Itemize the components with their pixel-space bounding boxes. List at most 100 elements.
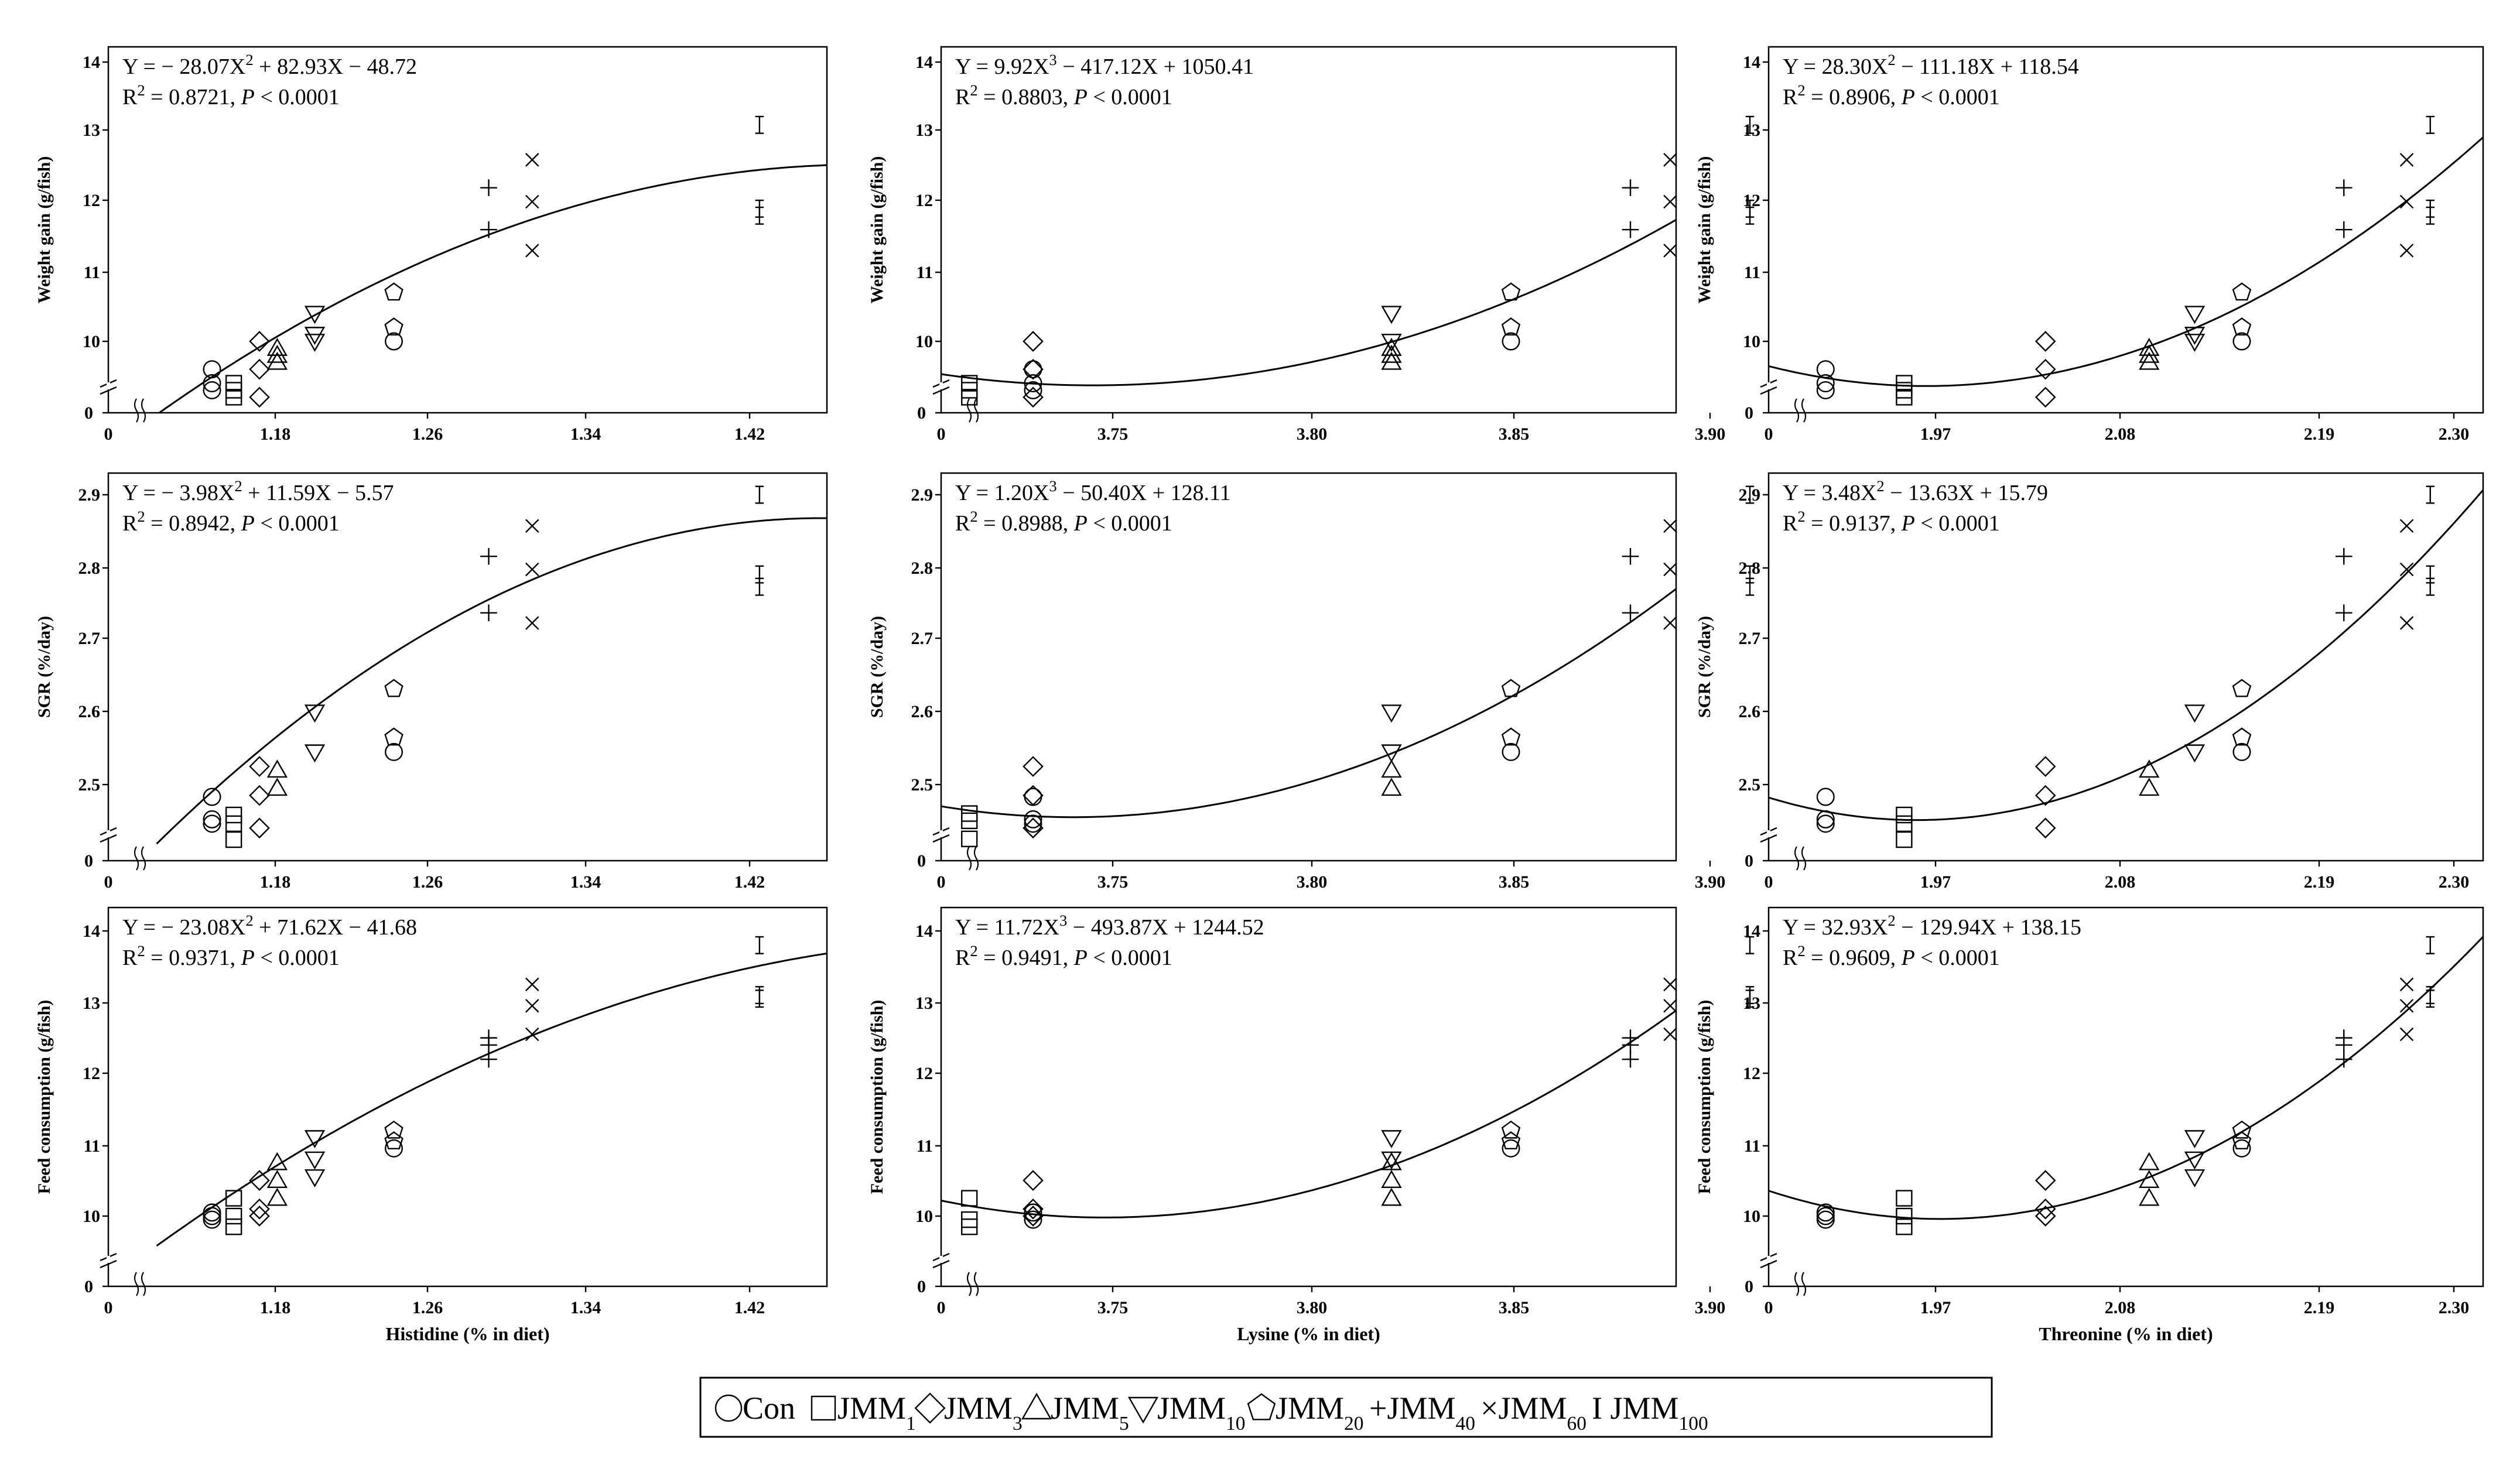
- data-point-con: [1024, 1210, 1042, 1229]
- fit-equation: Y = − 28.07X2 + 82.93X − 48.72: [122, 51, 417, 79]
- data-point-jmm40: [2335, 221, 2353, 238]
- y-tick-label: 11: [1744, 263, 1760, 282]
- data-point-jmm1-shape: [1896, 389, 1913, 406]
- data-point-con: [1816, 810, 1835, 828]
- data-point-jmm100: [2426, 577, 2435, 596]
- fit-r-squared: R2 = 0.8803, P < 0.0001: [955, 81, 1172, 109]
- data-point-con: [1024, 360, 1042, 379]
- x-tick-label: 2.19: [2304, 1298, 2335, 1317]
- y-zero-label: 0: [84, 1277, 93, 1296]
- data-point-jmm5-shape: [1381, 337, 1402, 356]
- data-point-jmm20: [2232, 317, 2252, 335]
- x-axis-break-a: [966, 398, 972, 423]
- data-point-jmm5: [1381, 759, 1402, 778]
- legend-item-jmm3: JMM3: [914, 1391, 1023, 1434]
- data-point-jmm5-shape: [2139, 778, 2160, 796]
- legend-symbol-jmm1-shape: [811, 1395, 836, 1421]
- legend-symbol-jmm5: [1021, 1392, 1052, 1420]
- fit-curve: [156, 517, 827, 845]
- data-point-jmm10-shape: [2184, 327, 2206, 345]
- data-point-jmm60-d2: [1663, 519, 1677, 533]
- data-point-con-shape: [203, 1207, 221, 1225]
- data-point-jmm20: [1501, 727, 1521, 746]
- x-zero-label: 0: [1765, 1298, 1773, 1317]
- data-point-jmm1-shape: [225, 806, 242, 824]
- data-point-con: [203, 374, 221, 393]
- x-axis-label: Histidine (% in diet): [385, 1323, 549, 1344]
- data-point-con: [1024, 810, 1042, 828]
- data-point-jmm1-shape: [960, 1218, 978, 1235]
- data-point-jmm20-shape: [2232, 1131, 2252, 1150]
- y-axis-break-gap: [1767, 830, 1770, 837]
- data-point-jmm20: [384, 1120, 404, 1139]
- y-axis-break-gap: [939, 830, 943, 837]
- x-zero-label: 0: [104, 1298, 113, 1317]
- data-point-jmm3: [2035, 756, 2056, 777]
- data-point-jmm60: [2399, 999, 2414, 1013]
- legend-label: JMM5: [1051, 1391, 1129, 1434]
- data-point-jmm5-shape: [1381, 1152, 1402, 1170]
- data-point-jmm10-shape: [1381, 1130, 1402, 1149]
- data-point-jmm1: [960, 830, 978, 848]
- data-point-con: [203, 360, 221, 379]
- data-point-jmm5: [2139, 1152, 2160, 1170]
- y-tick-label: 2.5: [911, 775, 934, 795]
- data-point-jmm20: [1501, 282, 1521, 301]
- data-point-jmm10: [1381, 744, 1402, 763]
- data-point-jmm20: [2232, 1131, 2252, 1150]
- legend-item-jmm60: ×JMM60: [1480, 1391, 1586, 1434]
- data-point-jmm20: [384, 1131, 404, 1150]
- data-point-con-shape: [1816, 788, 1835, 806]
- data-point-jmm1-shape: [1896, 831, 1913, 848]
- data-point-jmm40: [1622, 1050, 1639, 1068]
- fit-equation: Y = 11.72X3 − 493.87X + 1244.52: [955, 912, 1264, 940]
- data-point-jmm60-d2: [2399, 194, 2414, 209]
- data-point-jmm3: [2035, 1170, 2056, 1191]
- data-point-jmm60-d2: [1663, 616, 1677, 630]
- y-axis-label: SGR (%/day): [35, 616, 54, 718]
- data-point-jmm100: [1745, 115, 1755, 134]
- legend-label: ×JMM60: [1480, 1391, 1586, 1434]
- data-point-con: [1816, 360, 1835, 379]
- legend-symbol-jmm10: [1127, 1396, 1159, 1424]
- x-tick-label: 2.08: [2105, 872, 2136, 892]
- fit-r-squared: R2 = 0.8721, P < 0.0001: [122, 81, 340, 109]
- fit-curve: [158, 164, 827, 413]
- data-point-con-shape: [1024, 1210, 1042, 1229]
- x-tick-label: 3.80: [1297, 424, 1328, 444]
- data-point-jmm60: [525, 616, 539, 630]
- data-point-jmm10: [2184, 704, 2206, 723]
- legend-item-jmm10: JMM10: [1127, 1391, 1246, 1434]
- data-point-con-shape: [1502, 742, 1520, 761]
- data-point-jmm10-shape: [1381, 744, 1402, 763]
- data-point-jmm1: [960, 1190, 978, 1207]
- fit-curve: [1769, 136, 2483, 387]
- data-point-jmm3-shape: [2035, 331, 2056, 352]
- data-point-jmm10-shape: [2184, 704, 2206, 723]
- x-tick-label: 3.90: [1695, 1298, 1726, 1317]
- data-point-jmm60-d2: [2399, 977, 2414, 992]
- data-point-jmm5-shape: [266, 337, 288, 356]
- data-point-jmm10-shape: [304, 334, 326, 352]
- data-point-jmm5: [2139, 351, 2160, 370]
- y-tick-label: 14: [1743, 53, 1760, 72]
- y-axis-label: Feed consumption (g/fish): [1695, 1000, 1714, 1194]
- y-tick-label: 2.7: [1739, 629, 1761, 648]
- data-point-jmm10-shape: [304, 1151, 326, 1170]
- y-zero-label: 0: [1745, 403, 1753, 423]
- data-point-jmm20-shape: [384, 1131, 404, 1150]
- data-point-jmm1: [1896, 815, 1913, 833]
- data-point-jmm10: [304, 306, 326, 324]
- data-point-jmm40: [480, 1050, 497, 1068]
- legend-symbol-jmm10-shape: [1127, 1396, 1159, 1424]
- data-point-jmm10: [2184, 744, 2206, 763]
- data-point-jmm5: [1381, 337, 1402, 356]
- data-point-jmm10-shape: [2184, 306, 2206, 324]
- data-point-jmm5: [2139, 344, 2160, 363]
- data-point-jmm100: [755, 115, 764, 134]
- data-point-jmm10: [1381, 1130, 1402, 1149]
- data-point-jmm3-shape: [249, 1206, 270, 1227]
- data-point-jmm3-shape: [2035, 386, 2056, 408]
- data-point-jmm60: [2399, 519, 2414, 533]
- data-point-jmm40: [1622, 221, 1639, 238]
